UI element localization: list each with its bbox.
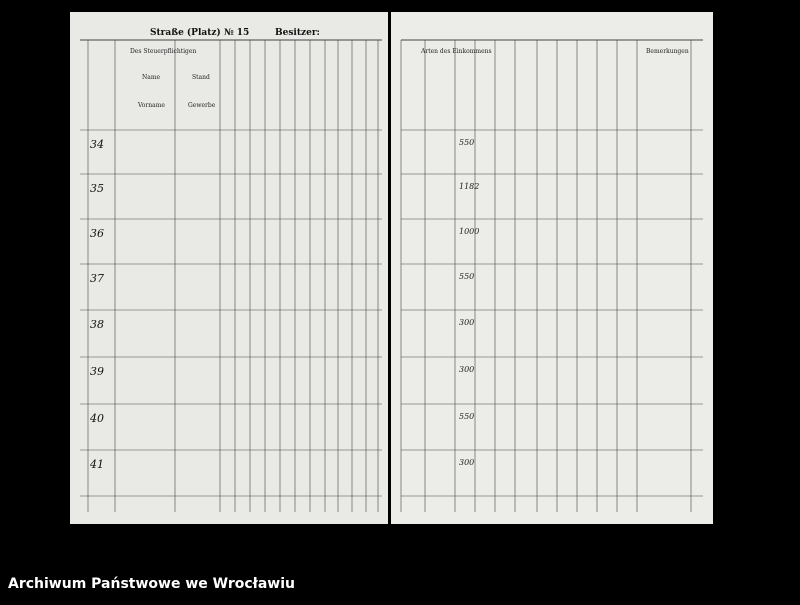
street-header: Straße (Platz) № 15 [150,28,250,38]
column-header: Stand [192,74,210,81]
archive-caption: Archiwum Państwowe we Wrocławiu [8,576,296,592]
income-amount: 550 [459,272,475,281]
column-header: Bemerkungen [646,48,689,55]
row-number: 41 [90,458,104,471]
income-amount: 550 [459,412,475,421]
left-grid [80,39,382,512]
row-number: 39 [90,365,104,378]
income-amount: 300 [459,318,475,327]
income-amount: 300 [459,365,475,374]
column-header: Name [142,74,161,81]
row-number: 37 [90,272,104,285]
row-number: 38 [90,318,104,331]
income-amount: 550 [459,138,475,147]
left-page: Straße (Platz) № 15 Besitzer: Des Steuer… [70,12,388,524]
row-number: 34 [90,138,104,151]
right-grid [400,39,703,512]
row-number: 40 [90,412,104,425]
row-number: 36 [90,227,104,240]
row-number: 35 [90,182,104,195]
income-amount: 1182 [459,182,480,191]
income-amount: 300 [459,458,475,467]
owner-header: Besitzer: [275,28,320,38]
income-amount: 1000 [459,227,480,236]
column-header: Gewerbe [188,102,216,109]
right-page: Arten des Einkommens Bemerkungen 550 1182… [391,12,713,524]
column-header: Vorname [138,102,165,109]
column-header: Des Steuerpflichtigen [130,48,197,55]
column-header: Arten des Einkommens [421,48,492,55]
